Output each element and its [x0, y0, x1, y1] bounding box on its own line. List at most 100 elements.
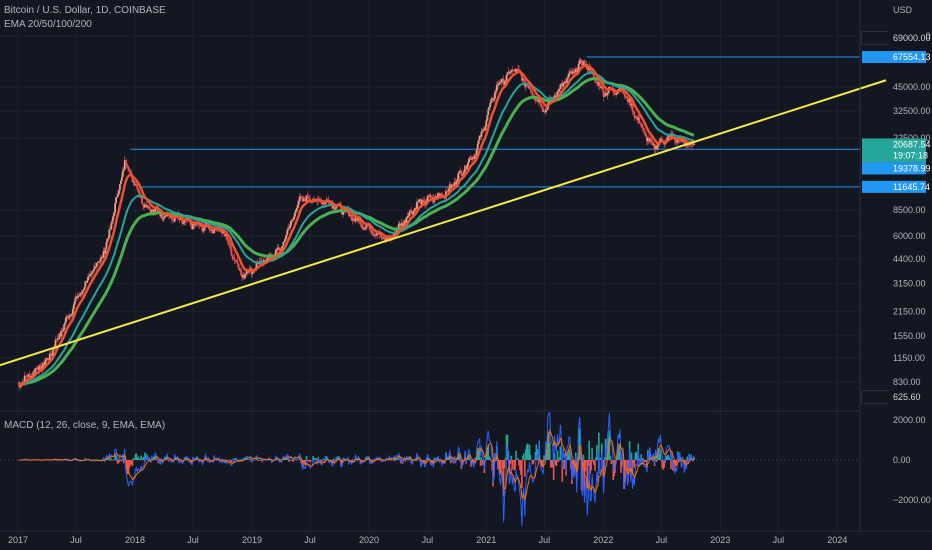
macd-bar	[142, 457, 144, 460]
macd-line	[18, 412, 695, 527]
macd-bar	[336, 456, 339, 460]
candle-body	[37, 369, 40, 371]
candle-body	[409, 210, 412, 213]
candle-body	[147, 206, 150, 208]
macd-bar	[184, 457, 187, 460]
candle-body	[107, 237, 110, 240]
macd-bar	[138, 458, 140, 460]
candle-body	[480, 131, 483, 137]
candle-body	[422, 200, 425, 202]
time-label: 2019	[242, 535, 262, 545]
candle-body	[420, 199, 423, 205]
trendline[interactable]	[0, 79, 887, 367]
candle-body	[675, 140, 678, 143]
candle-body	[306, 195, 309, 198]
macd-bar	[462, 460, 465, 463]
macd-bar	[599, 458, 602, 460]
macd-bar	[621, 460, 623, 467]
macd-bar	[427, 458, 430, 460]
candle-body	[48, 353, 51, 360]
candle-body	[527, 86, 530, 88]
candle-body	[32, 371, 35, 377]
time-label: Jul	[539, 535, 551, 545]
macd-bar	[504, 457, 507, 460]
macd-bar	[294, 458, 296, 460]
candle-body	[165, 215, 167, 217]
candle-body	[278, 247, 281, 251]
macd-bar	[119, 458, 121, 460]
candle-body	[19, 386, 22, 388]
low-value-bg	[862, 391, 926, 403]
macd-bar	[626, 460, 629, 472]
macd-bar	[332, 458, 335, 460]
macd-bar	[406, 458, 409, 460]
macd-bar	[649, 448, 651, 460]
candle-body	[513, 69, 516, 72]
macd-bar	[392, 460, 394, 461]
macd-bar	[585, 460, 588, 462]
candle-body	[305, 195, 308, 202]
candle-body	[428, 194, 431, 197]
candle-body	[247, 271, 250, 273]
ema-lines	[17, 64, 695, 387]
time-label: 2020	[359, 535, 379, 545]
macd-bar	[113, 460, 115, 461]
macd-bar	[548, 433, 550, 460]
time-label: 2021	[476, 535, 496, 545]
macd-bar	[533, 459, 536, 460]
time-label: Jul	[187, 535, 199, 545]
candle-body	[605, 93, 608, 96]
candle-body	[178, 217, 181, 220]
candle-body	[504, 80, 507, 83]
macd-bar	[391, 460, 393, 461]
candle-body	[332, 205, 335, 209]
macd-label[interactable]: MACD (12, 26, close, 9, EMA, EMA)	[4, 420, 166, 431]
candle-body	[113, 212, 116, 217]
macd-bar	[517, 458, 519, 460]
macd-bar	[552, 460, 555, 481]
candle-body	[502, 78, 505, 85]
candle-body	[135, 184, 138, 186]
candle-body	[179, 218, 182, 220]
ema-100-line	[18, 71, 695, 386]
macd-bar	[334, 459, 337, 460]
macd-bar	[548, 442, 551, 460]
macd-bar	[529, 455, 532, 460]
candle-body	[664, 143, 667, 145]
time-axis[interactable]: 2017 Jul 2018 Jul 2019 Jul 2020 Jul 2021 Jul 2022 J…	[8, 535, 847, 545]
macd-bar	[569, 452, 571, 460]
indicator-label[interactable]: EMA 20/50/100/200	[4, 19, 92, 30]
price-tick-label: 8500.00	[893, 205, 926, 215]
macd-bar	[291, 460, 293, 462]
macd-bar	[596, 445, 598, 460]
candle-body	[94, 266, 97, 268]
macd-bar	[267, 459, 269, 461]
macd-bar	[602, 460, 605, 478]
candle-body	[251, 270, 254, 274]
candle-body	[506, 72, 509, 76]
candle-body	[602, 90, 605, 97]
level-tag: 67554.13	[893, 52, 931, 62]
candle-body	[285, 234, 288, 239]
candle-body	[458, 170, 461, 174]
candle-body	[220, 229, 223, 234]
candle-body	[638, 117, 641, 123]
candle-body	[140, 197, 142, 199]
candle-body	[555, 95, 558, 97]
candle-body	[534, 99, 537, 101]
macd-bar	[237, 460, 240, 461]
candle-body	[415, 207, 418, 209]
price-tick-label: 45000.00	[893, 82, 931, 92]
macd-bar	[545, 443, 547, 460]
candle-body	[245, 271, 248, 274]
macd-bar	[509, 460, 512, 464]
symbol-title[interactable]: Bitcoin / U.S. Dollar, 1D, COINBASE	[4, 5, 166, 16]
candle-body	[39, 365, 42, 367]
macd-bar	[664, 460, 666, 463]
macd-bar	[611, 460, 614, 464]
candle-body	[294, 212, 296, 217]
macd-bar	[259, 460, 262, 461]
candle-body	[171, 219, 174, 221]
candle-body	[351, 218, 354, 221]
